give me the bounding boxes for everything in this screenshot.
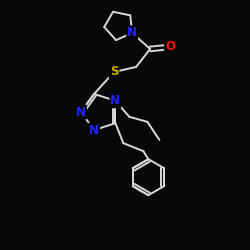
Text: S: S <box>110 66 118 78</box>
Text: O: O <box>165 40 175 54</box>
Text: N: N <box>76 106 86 118</box>
Text: N: N <box>127 26 137 40</box>
Text: N: N <box>89 124 99 136</box>
Text: N: N <box>110 94 120 107</box>
